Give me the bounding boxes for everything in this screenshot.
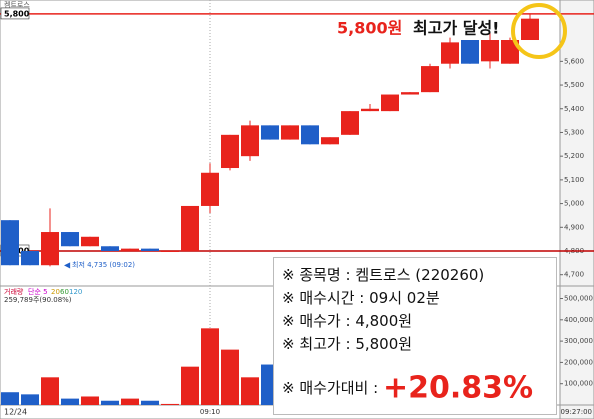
candle-body (461, 40, 479, 64)
candle-body (181, 205, 199, 251)
axis-panel (560, 0, 594, 419)
y-tick-label: 400,000 (564, 316, 593, 324)
candle-body (61, 232, 79, 247)
ratio-value: +20.83% (382, 370, 534, 406)
y-tick-label: 5,300 (564, 128, 584, 136)
candle-body (81, 236, 99, 247)
y-tick-label: 5,000 (564, 200, 584, 208)
candle-body (221, 134, 239, 169)
y-tick-label: 500,000 (564, 295, 593, 303)
y-tick-label: 5,400 (564, 105, 584, 113)
volume-bar (141, 400, 159, 405)
volume-bar (41, 377, 59, 405)
x-end-label: 09:27:00 (561, 408, 592, 416)
info-line: ※ 매수시간 : 09시 02분 (282, 289, 440, 307)
candle-body (481, 40, 499, 62)
y-tick-label: 100,000 (564, 380, 593, 388)
volume-legend: 20 (51, 288, 60, 296)
candle-body (281, 125, 299, 140)
candle-body (121, 248, 139, 251)
x-tick-label: 09:10 (200, 408, 220, 416)
x-start-label: 12/24 (4, 408, 27, 417)
volume-legend: 단순 5 (28, 287, 48, 296)
volume-text: 259,789주(90.08%) (4, 296, 72, 304)
y-tick-label: 5,600 (564, 57, 584, 65)
high-annotation-price: 5,800원 (337, 19, 402, 38)
info-line: ※ 최고가 : 5,800원 (282, 335, 413, 353)
candle-body (381, 94, 399, 112)
volume-bar (181, 366, 199, 405)
stock-label: 켐트로스 (4, 1, 30, 9)
candle-body (501, 40, 519, 64)
reference-label-box (0, 7, 30, 20)
y-tick-label: 4,700 (564, 271, 584, 279)
ratio-label: ※ 매수가대비 : (282, 379, 379, 397)
volume-legend: 거래량 (4, 287, 24, 296)
highlight-circle (511, 3, 567, 59)
candle-body (321, 137, 339, 145)
volume-bar (221, 349, 239, 405)
low-annotation: 최저 4,735 (09:02) (72, 260, 135, 269)
volume-bar (21, 394, 39, 405)
candle-body (241, 125, 259, 157)
candle-body (521, 18, 539, 41)
volume-bar (81, 396, 99, 405)
volume-bar (101, 400, 119, 405)
y-tick-label: 200,000 (564, 358, 593, 366)
candle-body (201, 172, 219, 206)
volume-legend: 60 (60, 288, 69, 296)
volume-bar (1, 392, 19, 405)
candle-body (421, 66, 439, 93)
candle-body (101, 246, 119, 251)
y-tick-label: 5,500 (564, 81, 584, 89)
candle-body (401, 92, 419, 95)
high-annotation-text: 최고가 달성! (413, 19, 499, 38)
candle-body (301, 125, 319, 145)
candle-body (261, 125, 279, 140)
volume-bar (241, 377, 259, 405)
info-line: ※ 매수가대비 : +20.83% (282, 370, 548, 406)
candle-body (141, 248, 159, 251)
candle-body (441, 42, 459, 64)
info-line: ※ 매수가 : 4,800원 (282, 312, 413, 330)
candle-body (341, 111, 359, 135)
arrow: ◀ (64, 261, 71, 270)
volume-bar (121, 398, 139, 405)
y-tick-label: 300,000 (564, 337, 593, 345)
candle-body (361, 108, 379, 112)
candle-body (161, 250, 179, 252)
volume-legend: 120 (69, 288, 82, 296)
volume-bar (161, 403, 179, 405)
info-box: ※ 종목명 : 켐트로스 (220260) ※ 매수시간 : 09시 02분 ※… (273, 257, 557, 415)
volume-bar (201, 328, 219, 405)
candle-body (21, 250, 39, 266)
volume-bar (61, 398, 79, 405)
info-line: ※ 종목명 : 켐트로스 (220260) (282, 266, 485, 284)
y-tick-label: 4,900 (564, 223, 584, 231)
candle-body (1, 220, 19, 266)
y-tick-label: 5,200 (564, 152, 584, 160)
candle-body (41, 232, 59, 266)
y-tick-label: 5,100 (564, 176, 584, 184)
reference-label: 5,800 (4, 9, 30, 18)
